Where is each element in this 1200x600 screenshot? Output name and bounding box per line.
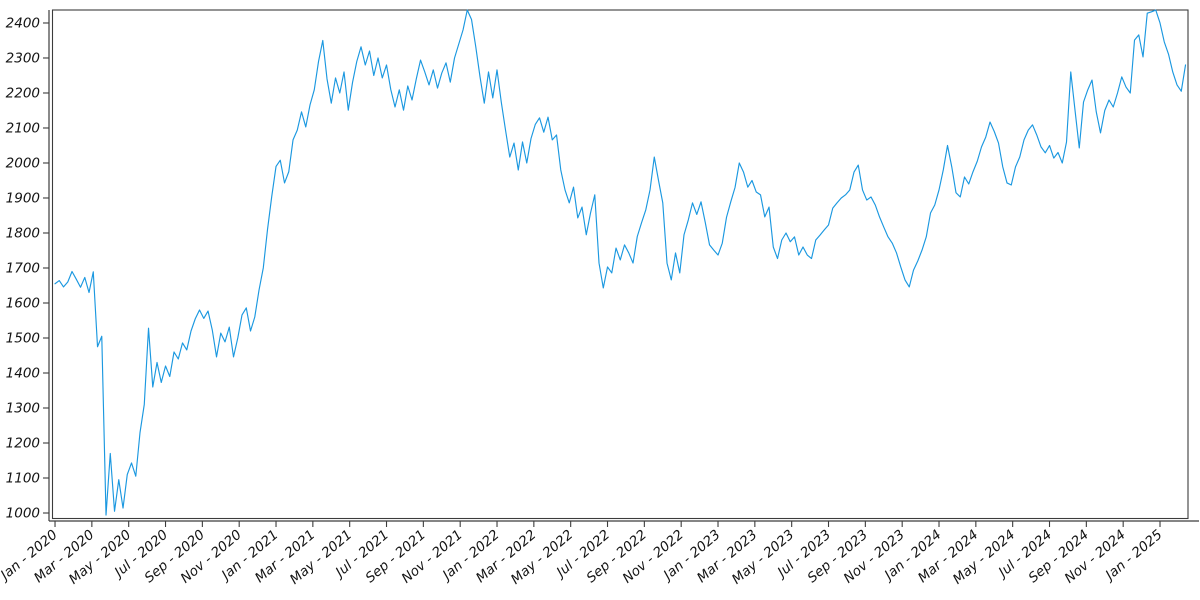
y-tick-label: 1200 [6, 436, 40, 452]
y-tick-label: 1500 [6, 330, 40, 346]
y-tick-label: 2300 [6, 50, 40, 66]
y-tick-label: 1300 [6, 401, 40, 417]
y-tick-label: 1600 [6, 295, 40, 311]
y-tick-label: 2000 [6, 155, 40, 171]
y-tick-label: 2100 [6, 120, 40, 136]
y-tick-label: 1800 [6, 225, 40, 241]
y-tick-label: 1700 [6, 260, 40, 276]
y-tick-label: 1400 [6, 365, 40, 381]
y-tick-label: 2200 [6, 85, 40, 101]
y-tick-label: 1100 [6, 471, 40, 487]
y-tick-label: 1000 [6, 506, 40, 522]
price-line-series [54, 9, 1187, 516]
y-tick-label: 1900 [6, 190, 40, 206]
y-tick-label: 2400 [6, 15, 40, 31]
plot-frame [51, 9, 1189, 520]
